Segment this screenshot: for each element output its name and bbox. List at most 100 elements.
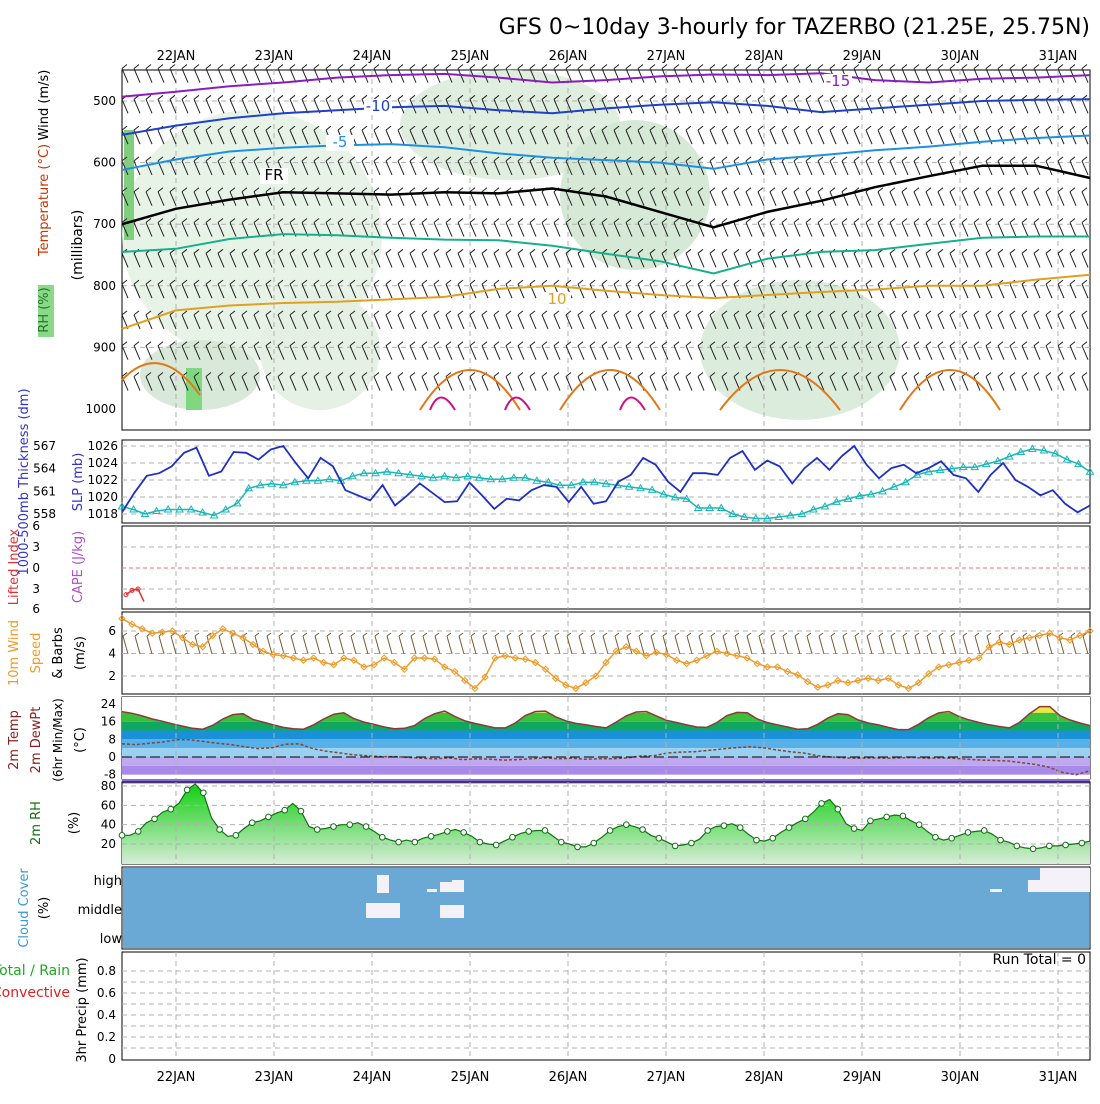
wind-barb [877,129,885,145]
wind-barb-flag [313,218,320,223]
surface-wind-barb [662,635,669,655]
wind-speed-marker [350,656,358,664]
wind-barb-flag [769,341,776,347]
wind-barb [325,283,333,299]
wind-barb-flag [481,125,488,131]
wind-barb-flag [925,372,932,377]
wind-barb [589,129,597,145]
wind-barb [433,222,441,237]
surface-wind-barb [1010,635,1017,655]
thickness-marker [912,470,922,478]
wind-speed-marker [924,670,933,678]
wind-barb-flag [613,279,620,285]
wind-barb-flag [169,64,176,69]
thickness-marker [371,468,380,477]
wind-barb [649,129,657,145]
wind-barb-flag [1045,64,1052,69]
wind-barb [541,222,549,237]
wind-barb-flag [457,248,464,254]
temperature-band [122,739,1090,749]
wind-barb [565,253,573,268]
wind-barb-flag [1057,218,1064,223]
wind-barb [145,314,153,330]
wind-barb [985,314,993,330]
thickness-marker [348,471,357,480]
wind-barb [745,314,753,330]
wind-barb [913,345,921,360]
thickness-marker [1028,444,1037,453]
wind-barb-flag [577,341,584,347]
surface-wind-barb-flag [878,632,884,637]
wind-barb-flag [493,125,500,131]
wind-barb-flag [925,248,932,254]
wind-barb-flag [613,248,620,254]
thickness-marker [440,471,450,480]
wind-barb-flag [1081,64,1088,69]
wind-barb [961,129,969,145]
wind-barb-flag [913,64,920,69]
wind-barb-flag [661,248,668,254]
wind-barb-flag [889,341,896,347]
wind-barb [697,99,705,114]
wind-barb-flag [493,341,500,347]
wind-tick-label: 6 [108,624,116,638]
rh-marker [671,842,679,850]
wind-barb-flag [277,310,284,316]
rh-marker [460,829,467,836]
rh-tick-label: 40 [101,818,116,832]
thickness-marker [935,465,945,474]
wind-barb-flag [337,372,344,377]
wind-barb-flag [337,218,344,223]
wind-barb [469,160,477,176]
wind-barb [529,99,537,114]
wind-barb [1081,191,1089,206]
wind-barb-flag [289,218,296,223]
wind-speed-marker [561,681,570,689]
wind-barb [577,222,585,237]
wind-barb-flag [229,156,236,162]
wind-barb [853,129,861,145]
wind-barb [925,68,933,83]
surface-wind-barb-flag [362,632,368,637]
wind-barb [577,253,585,268]
wind-barb [661,253,669,268]
wind-barb [829,314,837,330]
wind-barb-flag [541,279,548,285]
wind-barb [853,314,861,330]
wind-barb-flag [445,125,452,131]
thickness-marker [751,514,761,522]
wind-barb-flag [757,125,764,131]
surface-wind-barb-flag [146,632,152,637]
wind-barb-flag [505,341,512,347]
wind-barb-flag [157,341,164,347]
wind-barb-flag [529,248,536,254]
thickness-marker [532,476,542,484]
date-label-bottom: 29JAN [843,1070,882,1085]
surface-wind-barb-flag [734,632,740,637]
wind-barb [529,376,537,391]
thickness-tick-label: 558 [33,507,56,521]
surface-wind-barb [230,635,237,655]
wind-barb [553,191,561,206]
surface-wind-barb-flag [206,632,212,637]
wind-barb-flag [301,341,308,347]
wind-barb [829,160,837,176]
wind-barb-flag [541,310,548,316]
date-label-top: 23JAN [255,49,294,64]
surface-wind-barb [566,635,573,655]
rh-marker [379,833,386,841]
wind-barb-flag [793,64,800,69]
wind-barb [217,283,225,299]
wind-barb-flag [733,94,740,100]
wind-barb [229,314,237,330]
wind-barb-flag [457,310,464,316]
wind-barb-flag [457,218,464,223]
wind-barb-flag [1069,218,1076,223]
wind-barb [169,376,177,391]
wind-barb [529,160,537,176]
thickness-marker [405,470,415,478]
wind-barb-flag [1069,372,1076,377]
wind-barb-flag [985,248,992,254]
wind-barb-flag [673,248,680,254]
wind-axis-label-line4: (m/s) [73,636,88,670]
